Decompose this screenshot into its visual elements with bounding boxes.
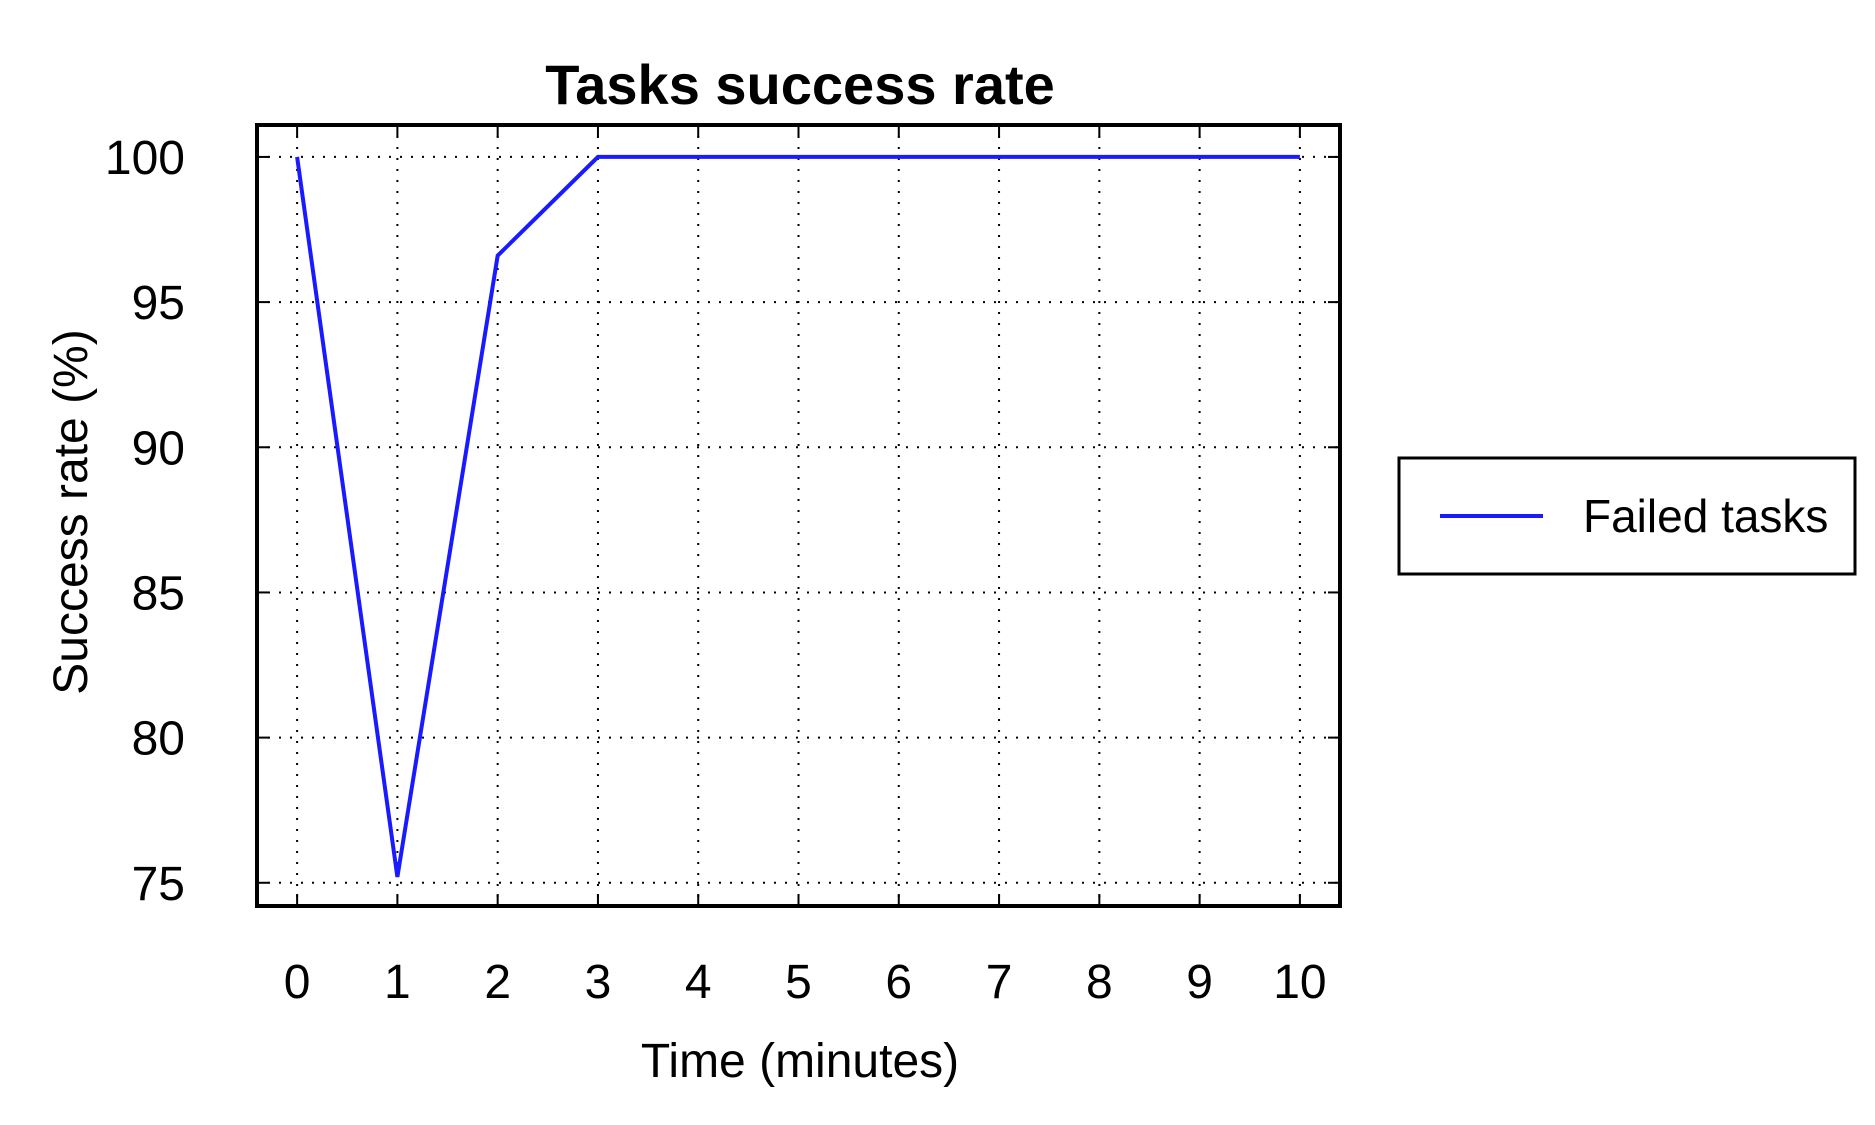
x-axis-label: Time (minutes) — [641, 1035, 959, 1088]
legend-label: Failed tasks — [1583, 490, 1828, 542]
y-tick-label: 100 — [105, 132, 185, 185]
x-tick-label: 7 — [986, 956, 1013, 1009]
x-tick-label: 5 — [785, 956, 812, 1009]
y-tick-labels: 75 80 85 90 95 100 — [105, 132, 185, 911]
chart-title: Tasks success rate — [545, 53, 1055, 116]
y-tick-label: 90 — [132, 422, 185, 475]
x-tick-label: 0 — [284, 956, 311, 1009]
x-tick-label: 3 — [585, 956, 612, 1009]
legend: Failed tasks — [1397, 456, 1857, 576]
x-tick-label: 6 — [885, 956, 912, 1009]
grid — [257, 125, 1340, 906]
x-tick-label: 10 — [1273, 956, 1326, 1009]
series-layer — [295, 154, 1300, 878]
plot-frame — [255, 123, 1342, 908]
y-axis-label: Success rate (%) — [45, 329, 98, 694]
x-tick-label: 8 — [1086, 956, 1113, 1009]
y-tick-label: 85 — [132, 567, 185, 620]
x-tick-label: 2 — [484, 956, 511, 1009]
y-tick-label: 75 — [132, 858, 185, 911]
series-line-0 — [295, 154, 1300, 878]
y-tick-label: 95 — [132, 277, 185, 330]
ticks — [257, 125, 1340, 906]
x-tick-labels: 0 1 2 3 4 5 6 7 8 9 10 — [284, 956, 1327, 1009]
x-tick-label: 4 — [685, 956, 712, 1009]
x-tick-label: 1 — [384, 956, 411, 1009]
x-tick-label: 9 — [1186, 956, 1213, 1009]
y-tick-label: 80 — [132, 713, 185, 766]
